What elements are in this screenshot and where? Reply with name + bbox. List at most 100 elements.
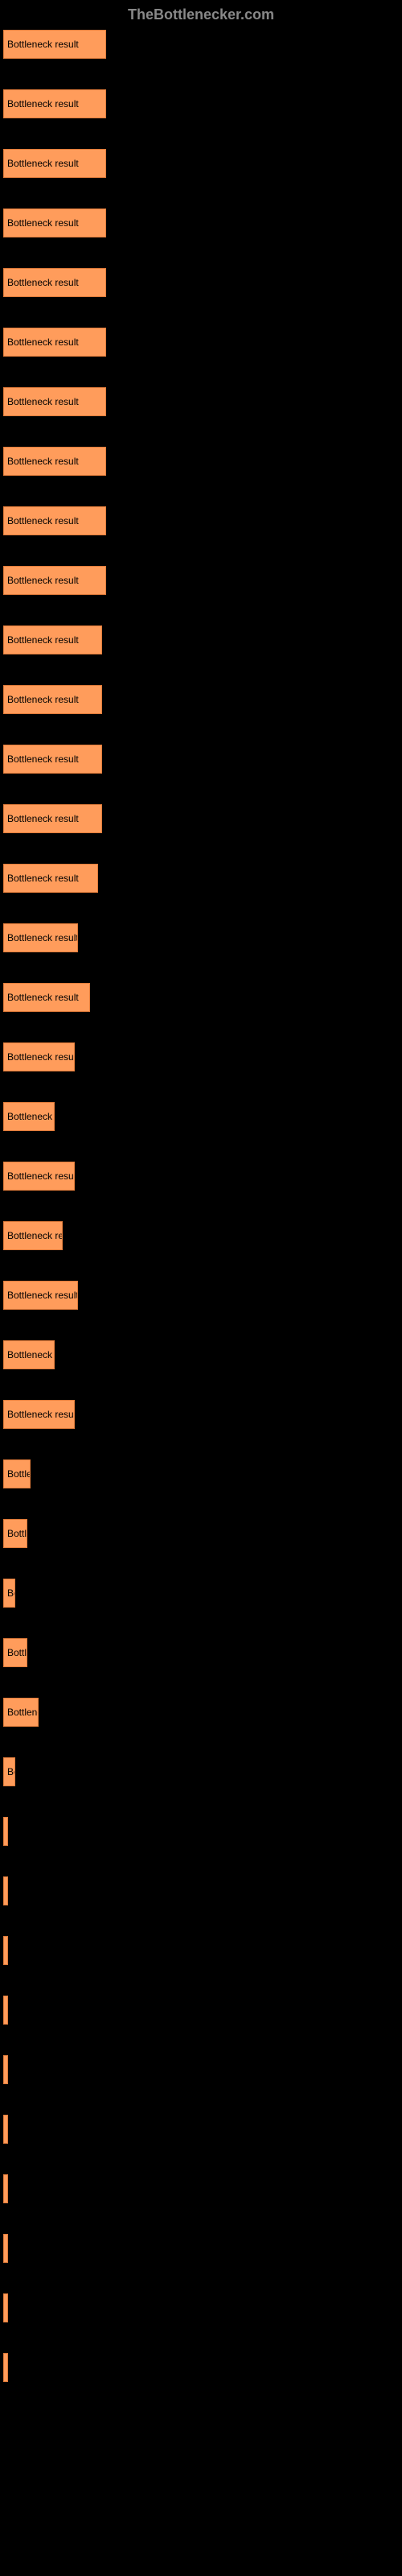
- bar-label: Bottleneck result: [7, 336, 79, 348]
- bar-label: Bottleneck result: [7, 277, 79, 288]
- bar: Bottleneck result: [3, 1102, 55, 1131]
- bar-row: Bottleneck result: [3, 328, 399, 357]
- bar: [3, 2293, 8, 2322]
- bar-label: Bottleneck result: [7, 515, 79, 526]
- bar: Bottleneck result: [3, 1817, 8, 1846]
- bar: [3, 2115, 8, 2144]
- bar-label: Bottleneck result: [7, 1707, 39, 1718]
- bar-label: Bottleneck result: [7, 1826, 8, 1837]
- bar-row: Bottleneck result: [3, 923, 399, 952]
- bottleneck-chart: Bottleneck result Bottleneck result Bottle…: [0, 30, 402, 2382]
- bar-row: Bottleneck result: [3, 30, 399, 59]
- bar: Bottleneck result: [3, 1340, 55, 1369]
- bar-row: [3, 2115, 399, 2144]
- bar-row: [3, 1876, 399, 1905]
- bar-row: Bottleneck result: [3, 1221, 399, 1250]
- bar-row: Bottleneck result: [3, 1340, 399, 1369]
- bar: [3, 1936, 8, 1965]
- bar-label: Bottleneck result: [7, 158, 79, 169]
- bar-row: [3, 1936, 399, 1965]
- bar-label: Bottleneck result: [7, 1170, 75, 1182]
- bar-label: Bottleneck result: [7, 217, 79, 229]
- bar-row: Bottleneck result: [3, 685, 399, 714]
- bar: Bottleneck result: [3, 1459, 31, 1488]
- bar: Bottleneck result: [3, 208, 106, 237]
- bar-row: Bottleneck result: [3, 208, 399, 237]
- site-header: TheBottlenecker.com: [0, 0, 402, 30]
- bar: Bottleneck result: [3, 1221, 63, 1250]
- bar-row: Bottleneck result: [3, 804, 399, 833]
- bar-row: Bottleneck result: [3, 1817, 399, 1846]
- bar-row: Bottleneck result: [3, 2353, 399, 2382]
- bar-row: Bottleneck result: [3, 387, 399, 416]
- bar-row: Bottleneck result: [3, 864, 399, 893]
- bar-label: Bottleneck result: [7, 1468, 31, 1480]
- bar-label: Bottleneck result: [7, 1230, 63, 1241]
- bar-row: [3, 2174, 399, 2203]
- bar: Bottleneck result: [3, 983, 90, 1012]
- bar-row: [3, 2055, 399, 2084]
- bar-row: Bottleneck result: [3, 1579, 399, 1608]
- bar-row: Bottleneck result: [3, 89, 399, 118]
- bar: [3, 2234, 8, 2263]
- bar: Bottleneck result: [3, 30, 106, 59]
- bar-row: Bottleneck result: [3, 149, 399, 178]
- bar-label: Bottleneck result: [7, 694, 79, 705]
- bar-label: Bottleneck result: [7, 1349, 55, 1360]
- bar-row: Bottleneck result: [3, 1400, 399, 1429]
- bar: Bottleneck result: [3, 1579, 15, 1608]
- bar: Bottleneck result: [3, 1042, 75, 1071]
- bar: [3, 1876, 8, 1905]
- bar: [3, 2055, 8, 2084]
- bar-row: [3, 1996, 399, 2025]
- bar: Bottleneck result: [3, 328, 106, 357]
- bar: Bottleneck result: [3, 2353, 8, 2382]
- bar: Bottleneck result: [3, 149, 106, 178]
- bar: Bottleneck result: [3, 923, 78, 952]
- bar-label: Bottleneck result: [7, 396, 79, 407]
- bar-row: Bottleneck result: [3, 1162, 399, 1191]
- bar: Bottleneck result: [3, 89, 106, 118]
- bar-label: Bottleneck result: [7, 1290, 78, 1301]
- bar-row: Bottleneck result: [3, 745, 399, 774]
- bar: Bottleneck result: [3, 745, 102, 774]
- bar-label: Bottleneck result: [7, 932, 78, 943]
- bar: Bottleneck result: [3, 1638, 27, 1667]
- bar-row: Bottleneck result: [3, 1281, 399, 1310]
- bar-row: Bottleneck result: [3, 1102, 399, 1131]
- bar: Bottleneck result: [3, 625, 102, 654]
- bar-label: Bottleneck result: [7, 634, 79, 646]
- bar-label: Bottleneck result: [7, 1647, 27, 1658]
- bar: Bottleneck result: [3, 1281, 78, 1310]
- bar-label: Bottleneck result: [7, 992, 79, 1003]
- bar-row: Bottleneck result: [3, 1459, 399, 1488]
- bar: Bottleneck result: [3, 804, 102, 833]
- bar-row: Bottleneck result: [3, 1757, 399, 1786]
- bar-row: Bottleneck result: [3, 1519, 399, 1548]
- bar: Bottleneck result: [3, 268, 106, 297]
- bar-row: Bottleneck result: [3, 506, 399, 535]
- bar-row: Bottleneck result: [3, 983, 399, 1012]
- bar-label: Bottleneck result: [7, 1409, 75, 1420]
- bar: Bottleneck result: [3, 506, 106, 535]
- bar-label: Bottleneck result: [7, 2362, 8, 2373]
- bar-row: Bottleneck result: [3, 1698, 399, 1727]
- bar: Bottleneck result: [3, 1162, 75, 1191]
- bar-row: [3, 2293, 399, 2322]
- bar: Bottleneck result: [3, 1519, 27, 1548]
- bar-row: Bottleneck result: [3, 1638, 399, 1667]
- bar-label: Bottleneck result: [7, 456, 79, 467]
- bar-label: Bottleneck result: [7, 753, 79, 765]
- site-title: TheBottlenecker.com: [128, 6, 274, 23]
- bar-label: Bottleneck result: [7, 813, 79, 824]
- bar-label: Bottleneck result: [7, 1051, 75, 1063]
- bar-label: Bottleneck result: [7, 98, 79, 109]
- bar: Bottleneck result: [3, 864, 98, 893]
- bar: Bottleneck result: [3, 685, 102, 714]
- bar-label: Bottleneck result: [7, 39, 79, 50]
- bar-label: Bottleneck result: [7, 1766, 15, 1777]
- bar-label: Bottleneck result: [7, 575, 79, 586]
- bar: [3, 2174, 8, 2203]
- bar: Bottleneck result: [3, 387, 106, 416]
- bar-label: Bottleneck result: [7, 873, 79, 884]
